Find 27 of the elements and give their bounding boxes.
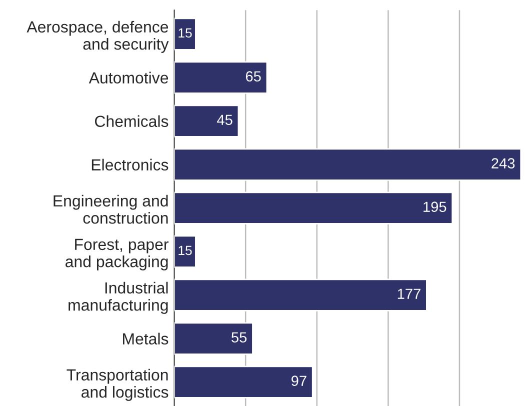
bar	[174, 278, 428, 312]
bar	[174, 366, 314, 398]
data-label: 177	[398, 288, 420, 299]
bar	[174, 322, 254, 355]
y-tick-label: Metals	[123, 332, 168, 345]
bar	[174, 18, 196, 50]
data-label: 243	[492, 158, 515, 168]
y-tick-label: Chemicals	[95, 115, 168, 128]
y-tick-label: Industrial manufacturing	[68, 282, 168, 314]
data-label: 15	[178, 28, 192, 38]
bar	[174, 148, 521, 181]
data-label: 65	[246, 71, 261, 82]
y-tick-label: Engineering and construction	[54, 194, 168, 224]
y-tick-label: Aerospace, defence and security	[26, 20, 169, 53]
bar	[174, 104, 240, 138]
bar	[174, 235, 196, 268]
bar	[174, 192, 454, 224]
data-label: 97	[292, 376, 306, 386]
data-label: 15	[178, 246, 192, 256]
data-label: 195	[424, 202, 446, 212]
y-tick-label: Electronics	[92, 158, 168, 171]
y-tick-label: Forest, paper and packaging	[66, 238, 168, 270]
bar	[174, 61, 268, 94]
y-tick-label: Automotive	[88, 72, 168, 84]
y-tick-label: Transportation and logistics	[66, 368, 168, 401]
data-label: 45	[217, 114, 232, 125]
data-label: 55	[232, 332, 247, 342]
